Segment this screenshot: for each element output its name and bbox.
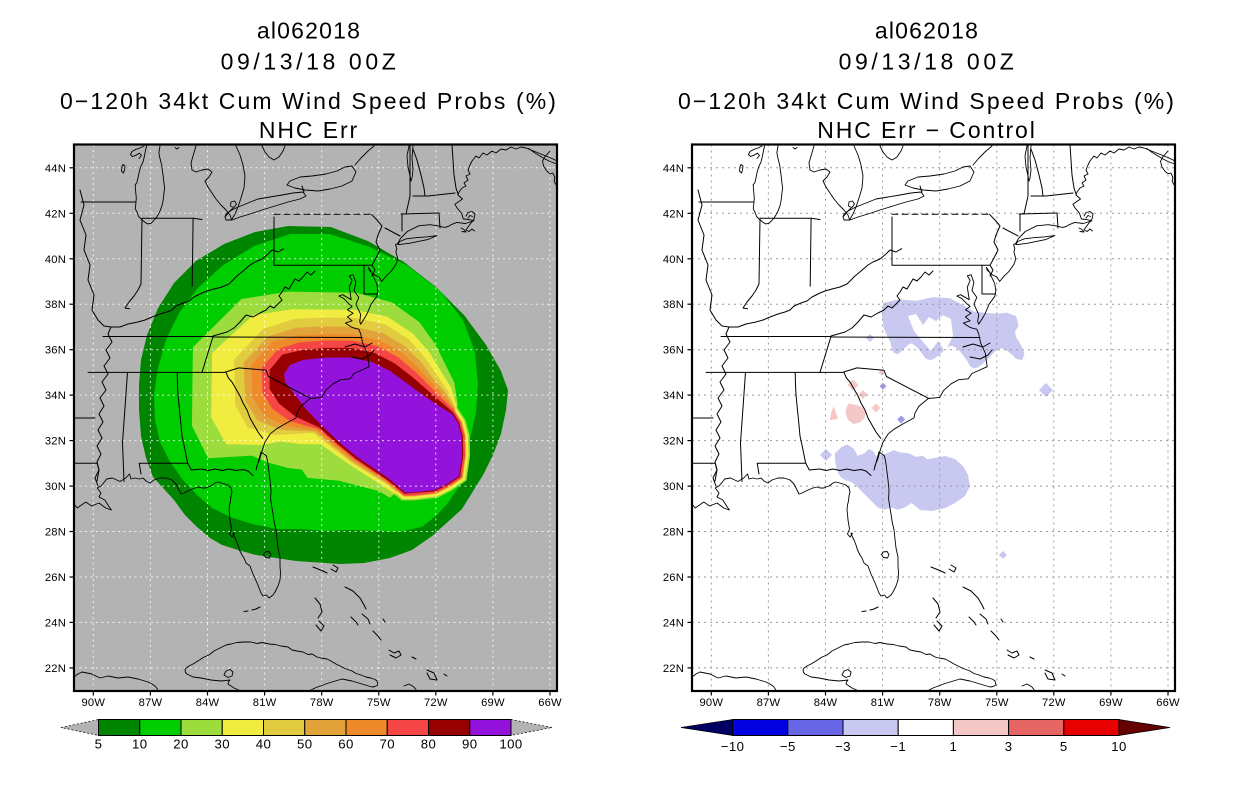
svg-text:22N: 22N xyxy=(45,663,66,675)
svg-text:10: 10 xyxy=(132,737,147,752)
svg-text:44N: 44N xyxy=(45,163,66,175)
svg-text:38N: 38N xyxy=(45,299,66,311)
svg-text:90W: 90W xyxy=(81,697,105,709)
svg-text:42N: 42N xyxy=(45,208,66,220)
svg-text:al062018: al062018 xyxy=(875,18,979,44)
svg-text:20: 20 xyxy=(173,737,188,752)
svg-text:50: 50 xyxy=(297,737,312,752)
svg-text:72W: 72W xyxy=(1042,697,1066,709)
svg-text:72W: 72W xyxy=(424,697,448,709)
svg-text:09/13/18 00Z: 09/13/18 00Z xyxy=(839,49,1018,75)
svg-text:34N: 34N xyxy=(663,390,684,402)
svg-text:5: 5 xyxy=(95,737,103,752)
svg-text:NHC Err − Control: NHC Err − Control xyxy=(817,117,1037,143)
svg-text:78W: 78W xyxy=(928,697,952,709)
svg-text:75W: 75W xyxy=(367,697,391,709)
svg-text:87W: 87W xyxy=(757,697,781,709)
svg-text:44N: 44N xyxy=(663,163,684,175)
svg-text:26N: 26N xyxy=(45,572,66,584)
svg-text:3: 3 xyxy=(1005,739,1013,754)
svg-text:60: 60 xyxy=(338,737,353,752)
svg-text:24N: 24N xyxy=(45,617,66,629)
svg-text:36N: 36N xyxy=(45,345,66,357)
svg-text:−5: −5 xyxy=(780,739,796,754)
svg-text:0−120h 34kt Cum Wind Speed Pro: 0−120h 34kt Cum Wind Speed Probs (%) xyxy=(60,88,558,114)
svg-text:26N: 26N xyxy=(663,572,684,584)
svg-text:28N: 28N xyxy=(45,527,66,539)
svg-text:75W: 75W xyxy=(985,697,1009,709)
svg-text:28N: 28N xyxy=(663,527,684,539)
svg-text:30N: 30N xyxy=(45,481,66,493)
svg-text:69W: 69W xyxy=(481,697,505,709)
svg-text:66W: 66W xyxy=(538,697,562,709)
svg-text:100: 100 xyxy=(499,737,522,752)
svg-text:30N: 30N xyxy=(663,481,684,493)
svg-text:30: 30 xyxy=(215,737,230,752)
svg-text:70: 70 xyxy=(380,737,395,752)
svg-text:−10: −10 xyxy=(721,739,745,754)
svg-text:40: 40 xyxy=(256,737,271,752)
svg-text:10: 10 xyxy=(1111,739,1126,754)
svg-text:al062018: al062018 xyxy=(257,18,361,44)
svg-text:22N: 22N xyxy=(663,663,684,675)
svg-text:90: 90 xyxy=(462,737,477,752)
svg-text:34N: 34N xyxy=(45,390,66,402)
svg-text:38N: 38N xyxy=(663,299,684,311)
svg-text:84W: 84W xyxy=(814,697,838,709)
svg-text:−1: −1 xyxy=(890,739,906,754)
svg-text:24N: 24N xyxy=(663,617,684,629)
svg-text:87W: 87W xyxy=(139,697,163,709)
svg-text:09/13/18 00Z: 09/13/18 00Z xyxy=(221,49,400,75)
svg-text:84W: 84W xyxy=(196,697,220,709)
svg-text:NHC Err: NHC Err xyxy=(259,117,359,143)
svg-text:42N: 42N xyxy=(663,208,684,220)
svg-text:32N: 32N xyxy=(45,436,66,448)
svg-text:40N: 40N xyxy=(663,254,684,266)
svg-text:80: 80 xyxy=(421,737,436,752)
svg-text:−3: −3 xyxy=(835,739,851,754)
svg-text:36N: 36N xyxy=(663,345,684,357)
svg-text:5: 5 xyxy=(1060,739,1068,754)
svg-text:32N: 32N xyxy=(663,436,684,448)
svg-text:81W: 81W xyxy=(871,697,895,709)
svg-text:69W: 69W xyxy=(1099,697,1123,709)
svg-text:90W: 90W xyxy=(699,697,723,709)
svg-text:1: 1 xyxy=(950,739,958,754)
svg-text:66W: 66W xyxy=(1156,697,1180,709)
svg-text:0−120h 34kt Cum Wind Speed Pro: 0−120h 34kt Cum Wind Speed Probs (%) xyxy=(678,88,1176,114)
svg-text:78W: 78W xyxy=(310,697,334,709)
svg-text:81W: 81W xyxy=(253,697,277,709)
svg-text:40N: 40N xyxy=(45,254,66,266)
